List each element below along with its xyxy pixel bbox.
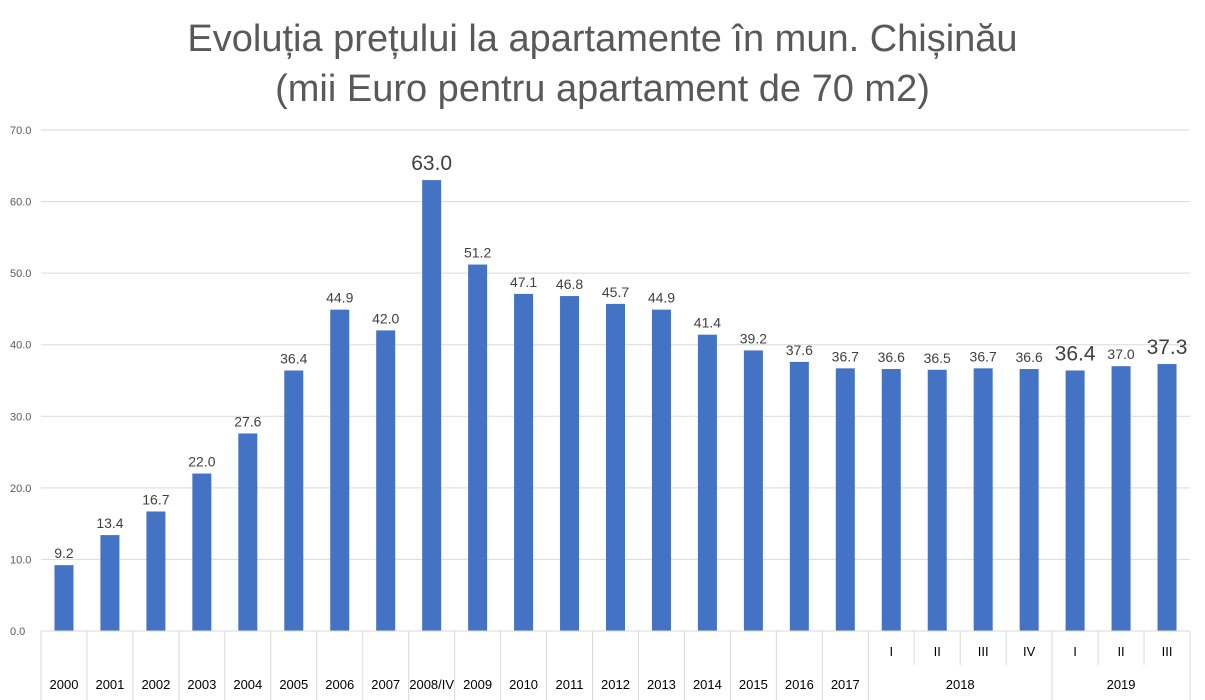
data-label: 36.7: [832, 348, 859, 364]
bar: [514, 293, 534, 631]
x-tick-label: III: [978, 644, 989, 659]
x-tick-label: 2011: [556, 677, 584, 692]
data-label: 44.9: [648, 290, 675, 306]
x-tick-label: 2013: [647, 677, 676, 692]
y-tick-label: 30.0: [10, 411, 31, 423]
bar: [284, 370, 304, 631]
x-group-label: 2019: [1107, 677, 1136, 692]
x-tick-label: 2015: [739, 677, 768, 692]
data-label: 63.0: [411, 152, 452, 175]
data-label: 41.4: [694, 315, 721, 331]
x-tick-label: 2006: [325, 677, 354, 692]
data-label: 36.7: [970, 348, 997, 364]
bar: [1157, 364, 1177, 631]
y-tick-label: 20.0: [10, 483, 31, 495]
data-label: 47.1: [510, 274, 537, 290]
x-group-label: 2018: [946, 677, 975, 692]
y-tick-label: 60.0: [10, 197, 31, 209]
data-label: 22.0: [188, 454, 215, 470]
data-label: 36.5: [924, 350, 951, 366]
x-tick-label: 2016: [785, 677, 814, 692]
bar: [927, 369, 947, 631]
data-label: 27.6: [234, 413, 261, 429]
data-label: 37.0: [1107, 346, 1134, 362]
chart-title-line1: Evoluția prețului la apartamente în mun.…: [187, 18, 1018, 60]
x-tick-label: 2000: [50, 677, 79, 692]
x-tick-label: 2014: [693, 677, 722, 692]
x-tick-label: 2010: [509, 677, 538, 692]
bar: [973, 368, 993, 631]
data-label: 45.7: [602, 284, 629, 300]
y-tick-label: 0.0: [10, 626, 25, 638]
bar: [146, 511, 166, 631]
chart-title-line2: (mii Euro pentru apartament de 70 m2): [275, 68, 930, 110]
data-label: 36.6: [1016, 349, 1043, 365]
data-label: 36.4: [1055, 342, 1096, 365]
data-label: 9.2: [54, 545, 74, 561]
bar: [468, 264, 488, 631]
x-tick-label: III: [1162, 644, 1173, 659]
x-tick-label: 2009: [463, 677, 492, 692]
x-tick-label: 2017: [831, 677, 860, 692]
bar: [1019, 369, 1039, 631]
x-tick-label: II: [934, 644, 941, 659]
bar: [606, 303, 625, 631]
data-label: 39.2: [740, 330, 767, 346]
data-label: 51.2: [464, 245, 491, 261]
data-label: 37.3: [1147, 336, 1188, 359]
data-label: 36.6: [878, 349, 905, 365]
data-label: 44.9: [326, 290, 353, 306]
x-tick-label: 2007: [371, 677, 400, 692]
bar: [376, 330, 396, 631]
bar: [1065, 370, 1085, 631]
x-tick-label: II: [1117, 644, 1124, 659]
x-tick-label: I: [889, 644, 893, 659]
data-label: 13.4: [96, 515, 123, 531]
bar: [330, 309, 350, 631]
x-tick-label: 2005: [279, 677, 308, 692]
x-tick-label: 2003: [187, 677, 216, 692]
y-tick-label: 10.0: [10, 554, 31, 566]
x-tick-label: 2001: [95, 677, 124, 692]
y-tick-label: 40.0: [10, 340, 31, 352]
x-tick-label: 2012: [601, 677, 630, 692]
x-tick-label: 2002: [141, 677, 170, 692]
bar: [697, 334, 717, 631]
bar: [743, 350, 763, 631]
bar: [100, 535, 120, 631]
data-label: 36.4: [280, 350, 307, 366]
bar: [651, 309, 671, 631]
bar: [835, 368, 855, 631]
bar: [881, 369, 901, 631]
bar: [192, 473, 212, 631]
bar: [1111, 366, 1131, 631]
data-label: 46.8: [556, 276, 583, 292]
data-label: 42.0: [372, 310, 399, 326]
y-tick-label: 70.0: [10, 125, 31, 137]
bar: [789, 361, 809, 631]
bar: [422, 180, 442, 631]
x-tick-label: I: [1073, 644, 1077, 659]
bar: [54, 565, 74, 631]
x-tick-label: 2008/IV: [409, 677, 454, 692]
bar: [238, 433, 258, 631]
data-label: 16.7: [142, 491, 169, 507]
bar: [560, 296, 580, 631]
x-tick-label: IV: [1023, 644, 1036, 659]
y-tick-label: 50.0: [10, 268, 31, 280]
x-tick-label: 2004: [233, 677, 262, 692]
chart-title: Evoluția prețului la apartamente în mun.…: [0, 14, 1205, 114]
data-label: 37.6: [786, 342, 813, 358]
